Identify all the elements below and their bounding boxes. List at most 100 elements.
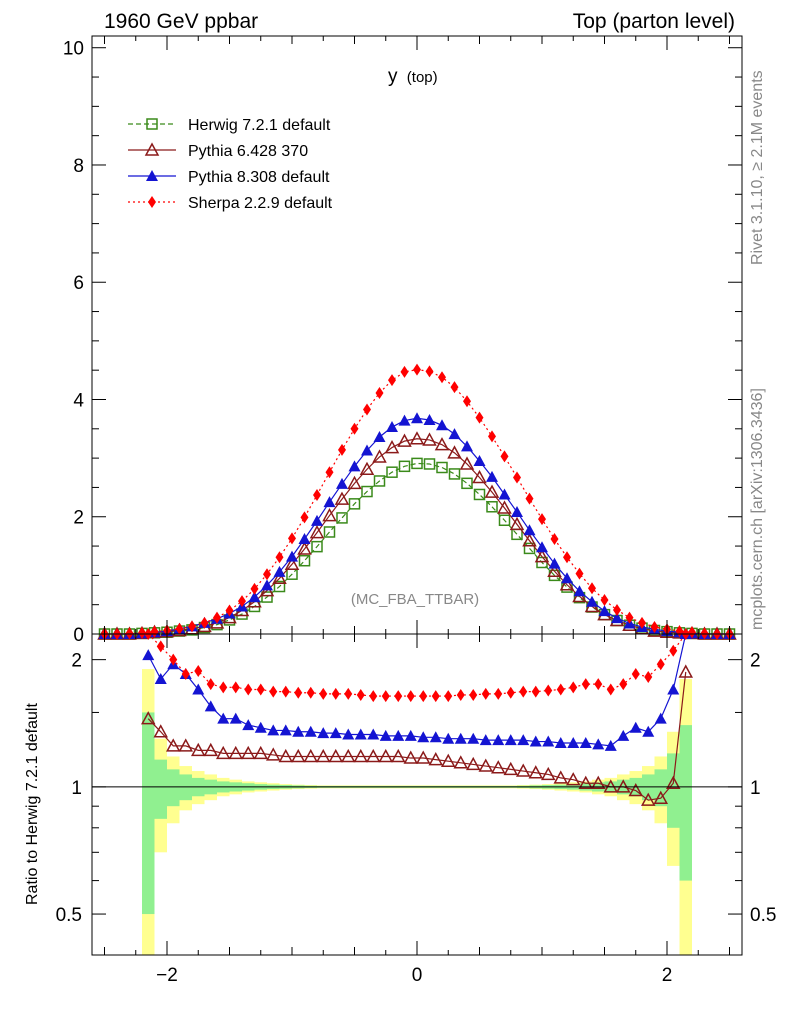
data-point [472, 469, 487, 484]
data-point [138, 626, 146, 639]
legend-label: Herwig 7.2.1 default [188, 117, 331, 134]
ratio-point [256, 683, 265, 696]
data-point [398, 414, 411, 426]
ratio-point [506, 686, 515, 699]
data-point [422, 432, 437, 446]
data-point [488, 430, 496, 443]
ratio-point [381, 690, 390, 703]
legend-entry: Herwig 7.2.1 default [128, 117, 331, 134]
data-point [486, 501, 498, 513]
legend-label: Sherpa 2.2.9 default [188, 195, 333, 212]
data-point [275, 551, 284, 564]
ratio-point [578, 775, 594, 789]
ratio-point [531, 685, 540, 698]
ratio-point [542, 735, 555, 747]
ratio-point [579, 736, 592, 748]
ratio-point [544, 684, 553, 697]
ratio-point [590, 775, 606, 789]
data-point [375, 387, 384, 400]
ratio-point [594, 678, 603, 691]
data-point [436, 419, 448, 431]
data-point [563, 551, 571, 564]
ratio-point [219, 681, 228, 694]
data-point [461, 477, 473, 490]
data-point [497, 500, 512, 514]
ratio-point [169, 653, 178, 666]
mcplots-reference-label: mcplots.cern.ch [arXiv:1306.3436] [749, 388, 766, 630]
ratio-point [442, 732, 455, 744]
ratio-point [267, 724, 280, 736]
ratio-point [215, 745, 231, 760]
data-point [509, 516, 525, 531]
data-point [625, 611, 634, 624]
series-3 [100, 363, 734, 640]
legend-entry: Pythia 8.308 default [128, 169, 330, 186]
main-series-layer [97, 363, 737, 640]
data-point [386, 466, 398, 478]
data-point [334, 491, 350, 505]
y-tick-label: 2 [73, 508, 84, 529]
ratio-point [581, 678, 590, 691]
ratio-point [415, 750, 431, 764]
ratio-point [344, 687, 353, 700]
ratio-point [517, 734, 530, 746]
ratio-point [428, 752, 444, 766]
data-point [323, 526, 336, 538]
data-point [700, 627, 709, 640]
ratio-series-1 [142, 628, 692, 751]
data-point [475, 411, 484, 424]
ratio-point [665, 775, 681, 789]
data-point [263, 568, 271, 581]
data-point [473, 455, 486, 467]
data-point [423, 414, 436, 426]
ratio-point [606, 683, 615, 696]
ratio-point [228, 745, 244, 760]
data-point [348, 460, 361, 472]
data-point [150, 625, 159, 638]
data-point [311, 540, 323, 553]
ratio-point [317, 727, 330, 739]
ratio-point [465, 756, 481, 771]
data-point [536, 541, 548, 553]
ratio-point [353, 748, 369, 763]
band-green [679, 725, 692, 881]
data-point [261, 591, 273, 603]
data-point [388, 374, 396, 387]
data-point [175, 622, 184, 635]
ratio-point [379, 729, 392, 741]
collision-energy-label: 1960 GeV ppbar [104, 10, 258, 33]
ratio-point [644, 670, 653, 683]
data-point [398, 460, 411, 473]
data-point [273, 580, 286, 593]
ratio-point [481, 687, 490, 700]
ratio-tick-label: 2 [71, 651, 82, 672]
ratio-point [629, 721, 642, 733]
ratio-point [165, 738, 181, 752]
series-1 [97, 431, 737, 640]
plot-title: y (top) [388, 66, 438, 87]
ratio-point [417, 731, 430, 743]
ratio-point [206, 678, 215, 691]
data-point [261, 579, 273, 591]
data-point [436, 461, 448, 474]
data-point [511, 506, 523, 518]
ratio-point [365, 748, 381, 763]
ratio-point [294, 686, 303, 699]
data-point [425, 365, 434, 378]
legend-label: Pythia 6.428 370 [188, 143, 308, 160]
data-point [547, 563, 562, 578]
data-point [486, 470, 498, 482]
ratio-point [540, 766, 556, 781]
data-point [484, 484, 500, 498]
ratio-point [453, 755, 469, 769]
ratio-point [178, 738, 194, 752]
data-point [336, 477, 348, 489]
ratio-point [667, 683, 680, 695]
data-point [336, 512, 348, 524]
data-point [322, 508, 337, 522]
ratio-point [240, 745, 256, 760]
ratio-point [190, 742, 206, 757]
ratio-tick-label: 1 [71, 778, 82, 799]
ratio-point [467, 732, 480, 744]
ratio-point [194, 665, 203, 678]
